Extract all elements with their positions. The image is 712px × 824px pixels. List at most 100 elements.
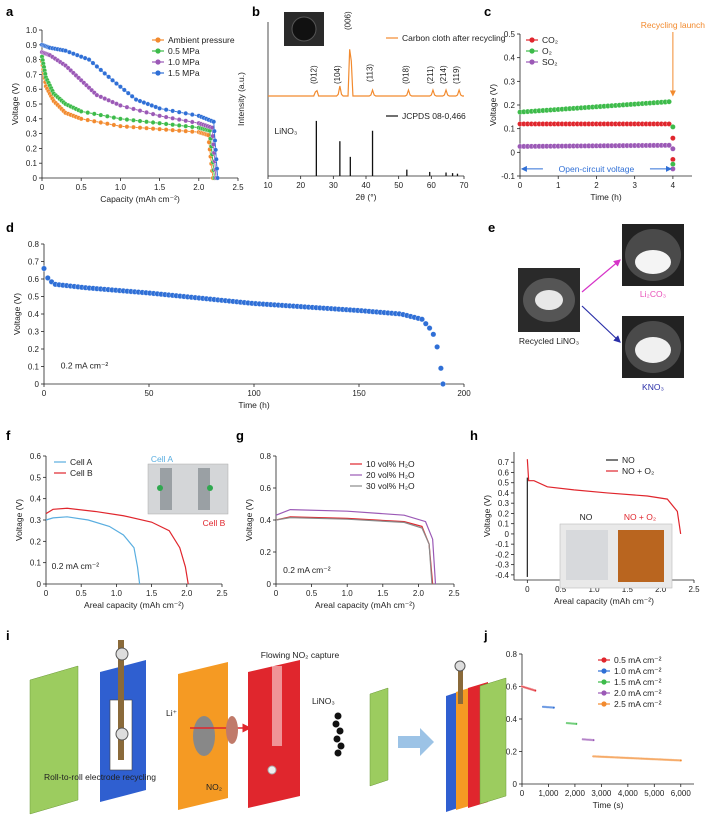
y-tick-label: 0 xyxy=(505,530,510,539)
data-point xyxy=(67,49,72,55)
x-tick-label: 3 xyxy=(632,181,637,190)
data-point xyxy=(114,101,119,107)
panel-label-d: d xyxy=(6,220,14,235)
y-tick-label: 0.8 xyxy=(260,452,272,461)
data-point xyxy=(163,107,169,113)
inset-label-cell-a: Cell A xyxy=(151,454,174,464)
data-point xyxy=(104,113,110,119)
data-point xyxy=(131,124,136,130)
x-tick-label: 100 xyxy=(247,389,261,398)
y-tick-label: 0.9 xyxy=(26,41,38,50)
data-point xyxy=(434,344,440,350)
legend-marker xyxy=(529,59,535,65)
y-axis-label: Intensity (a.u.) xyxy=(236,72,246,126)
note-current-density: 0.2 mA cm⁻² xyxy=(52,561,100,571)
peak-label: (113) xyxy=(366,64,375,82)
peak-label: (214) xyxy=(439,65,448,84)
y-tick-label: 0.8 xyxy=(506,650,518,659)
y-tick-label: 0.4 xyxy=(260,516,272,525)
chart-a: 0 0.5 1.0 1.5 2.0 2.5 0 0.1 0.2 0.3 0.4 0.5 0.6 0.7 0.… xyxy=(10,26,244,204)
data-point xyxy=(170,115,176,121)
data-point xyxy=(666,142,672,149)
x-tick-label: 1,000 xyxy=(538,789,559,798)
data-point xyxy=(114,81,119,86)
x-tick-label: 2.0 xyxy=(193,183,205,192)
data-point xyxy=(121,87,127,93)
chart-g: 0 0.5 1.0 1.5 2.0 2.5 0 0.2 0.4 0.6 0.8 Areal capac… xyxy=(244,452,460,610)
x-axis-label: Time (s) xyxy=(593,800,624,810)
x-tick-label: 30 xyxy=(329,181,338,190)
data-point xyxy=(670,166,676,172)
chart-f: 0 0.5 1.0 1.5 2.0 2.5 0 0.1 0.2 0.3 0.4 0.5 0.6 Areal… xyxy=(14,452,228,610)
x-tick-label: 1.5 xyxy=(154,183,166,192)
data-point xyxy=(118,123,123,129)
data-point xyxy=(98,112,104,118)
data-point xyxy=(666,121,672,127)
x-tick-label: 2.5 xyxy=(232,183,244,192)
data-point xyxy=(94,92,100,98)
legend-label: Cell A xyxy=(70,457,93,467)
data-point xyxy=(183,128,189,134)
data-point xyxy=(419,316,425,323)
x-tick-label: 150 xyxy=(352,389,366,398)
data-point xyxy=(430,331,437,338)
x-tick-label: 2.5 xyxy=(216,589,228,598)
y-tick-label: 0 xyxy=(37,580,42,589)
data-point xyxy=(533,689,537,692)
x-axis-label: Areal capacity (mAh cm⁻²) xyxy=(554,596,654,606)
x-tick-label: 1.5 xyxy=(377,589,389,598)
y-tick-label: 0.7 xyxy=(26,70,38,79)
legend-marker xyxy=(601,657,607,663)
data-point xyxy=(214,166,220,171)
data-point xyxy=(124,117,130,122)
data-point xyxy=(133,97,139,102)
data-point xyxy=(104,121,110,127)
data-point xyxy=(124,104,130,110)
data-point xyxy=(679,759,683,762)
y-tick-label: 0 xyxy=(511,148,516,157)
data-point xyxy=(98,120,104,125)
x-tick-label: 2.5 xyxy=(448,589,460,598)
data-point xyxy=(670,124,676,130)
label-no2-schem: NO₂ xyxy=(206,782,222,792)
data-point xyxy=(85,110,91,115)
peak-label: (006) xyxy=(343,11,352,30)
legend-label: 2.0 mA cm⁻² xyxy=(614,688,662,698)
legend-marker xyxy=(529,37,535,43)
peak-label: (104) xyxy=(333,65,342,84)
y-tick-label: 0.2 xyxy=(26,144,38,153)
x-tick-label: 50 xyxy=(145,389,154,398)
panel-label-e: e xyxy=(488,220,495,235)
y-tick-label: 0.1 xyxy=(28,363,40,372)
y-tick-label: -0.4 xyxy=(495,571,509,580)
y-tick-label: 0.5 xyxy=(26,100,38,109)
x-tick-label: 0 xyxy=(274,589,279,598)
x-axis-label: Time (h) xyxy=(590,192,621,202)
data-point xyxy=(145,101,151,107)
y-tick-label: 0.6 xyxy=(260,484,272,493)
annotation-recycling-launch: Recycling launch xyxy=(641,20,706,30)
data-point xyxy=(78,109,84,114)
y-tick-label: 0.3 xyxy=(26,130,38,139)
x-tick-label: 1.0 xyxy=(115,183,127,192)
legend-marker xyxy=(155,70,161,76)
data-point xyxy=(150,126,156,132)
x-tick-label: 1.0 xyxy=(342,589,354,598)
x-tick-label: 0 xyxy=(42,389,47,398)
data-point xyxy=(170,127,176,133)
series-line-lightblue xyxy=(45,516,141,585)
x-tick-label: 2 xyxy=(594,181,599,190)
data-point xyxy=(157,106,162,111)
label-recycled-lino3: Recycled LiNO₃ xyxy=(519,336,579,346)
x-tick-label: 1.5 xyxy=(622,585,634,594)
legend-marker xyxy=(601,690,607,696)
x-tick-label: 20 xyxy=(296,181,305,190)
data-point xyxy=(98,67,104,73)
data-point xyxy=(189,112,195,117)
data-point xyxy=(82,55,88,61)
data-point xyxy=(144,110,149,115)
x-tick-label: 6,000 xyxy=(671,789,692,798)
assembled-cell xyxy=(446,660,507,812)
x-tick-label: 0 xyxy=(520,789,525,798)
data-point xyxy=(212,138,218,143)
